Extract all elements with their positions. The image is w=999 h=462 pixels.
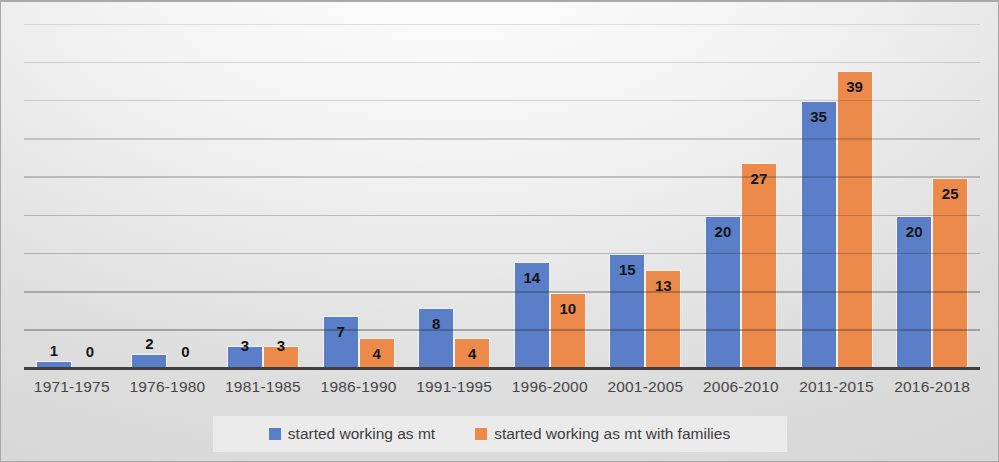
legend-label: started working as mt [288, 425, 435, 443]
bar-started-working-as-mt-with-families[interactable]: 39 [837, 71, 873, 369]
bar-started-working-as-mt-with-families[interactable]: 10 [550, 293, 586, 369]
bar-started-working-as-mt-with-families[interactable]: 4 [454, 338, 490, 369]
bar-group-1986-1990: 74 [311, 25, 407, 369]
x-axis-category-labels: 1971-19751976-19801981-19851986-19901991… [24, 378, 980, 396]
plot-area: 102033748414101513202735392025 [24, 25, 980, 369]
bar-group-1971-1975: 10 [24, 25, 120, 369]
category-label: 1996-2000 [502, 378, 598, 396]
bar-group-2016-2018: 2025 [884, 25, 980, 369]
bar-started-working-as-mt[interactable]: 35 [801, 101, 837, 369]
category-label: 1976-1980 [120, 378, 216, 396]
data-label: 20 [892, 223, 936, 240]
bar-started-working-as-mt-with-families[interactable]: 27 [741, 163, 777, 369]
bar-started-working-as-mt[interactable]: 20 [896, 216, 932, 369]
data-label: 10 [546, 300, 590, 317]
category-label: 2001-2005 [598, 378, 694, 396]
bar-group-1976-1980: 20 [120, 25, 216, 369]
bar-started-working-as-mt[interactable]: 8 [418, 308, 454, 369]
data-label: 39 [833, 78, 877, 95]
data-label: 0 [163, 343, 207, 360]
bar-started-working-as-mt[interactable]: 20 [705, 216, 741, 369]
data-label: 7 [319, 323, 363, 340]
bar-group-2011-2015: 3539 [789, 25, 885, 369]
bar-started-working-as-mt-with-families[interactable]: 4 [359, 338, 395, 369]
data-label: 8 [414, 315, 458, 332]
bar-group-1981-1985: 33 [215, 25, 311, 369]
data-label: 35 [797, 108, 841, 125]
data-label: 0 [68, 343, 112, 360]
bar-group-2006-2010: 2027 [693, 25, 789, 369]
legend: started working as mt started working as… [213, 416, 787, 452]
category-label: 1986-1990 [311, 378, 407, 396]
data-label: 4 [355, 345, 399, 362]
legend-item-started-working-as-mt-with-families[interactable]: started working as mt with families [475, 425, 730, 443]
category-label: 2016-2018 [884, 378, 980, 396]
bar-chart: 102033748414101513202735392025 1971-1975… [0, 0, 999, 462]
bar-started-working-as-mt[interactable]: 7 [323, 316, 359, 370]
legend-swatch-orange [475, 428, 487, 440]
category-label: 2011-2015 [789, 378, 885, 396]
category-label: 1981-1985 [215, 378, 311, 396]
bar-group-1996-2000: 1410 [502, 25, 598, 369]
bar-started-working-as-mt-with-families[interactable]: 13 [645, 270, 681, 369]
category-label: 1991-1995 [406, 378, 502, 396]
bar-group-2001-2005: 1513 [598, 25, 694, 369]
data-label: 3 [259, 337, 303, 354]
bar-groups: 102033748414101513202735392025 [24, 25, 980, 369]
data-label: 27 [737, 170, 781, 187]
data-label: 14 [510, 269, 554, 286]
data-label: 25 [928, 185, 972, 202]
x-axis-line [24, 367, 980, 371]
category-label: 2006-2010 [693, 378, 789, 396]
legend-label: started working as mt with families [494, 425, 730, 443]
data-label: 20 [701, 223, 745, 240]
bar-started-working-as-mt[interactable]: 15 [609, 254, 645, 369]
legend-item-started-working-as-mt[interactable]: started working as mt [269, 425, 435, 443]
legend-swatch-blue [269, 428, 281, 440]
data-label: 4 [450, 345, 494, 362]
bar-started-working-as-mt-with-families[interactable]: 25 [932, 178, 968, 369]
category-label: 1971-1975 [24, 378, 120, 396]
bar-started-working-as-mt[interactable]: 14 [514, 262, 550, 369]
bar-group-1991-1995: 84 [406, 25, 502, 369]
data-label: 13 [641, 277, 685, 294]
